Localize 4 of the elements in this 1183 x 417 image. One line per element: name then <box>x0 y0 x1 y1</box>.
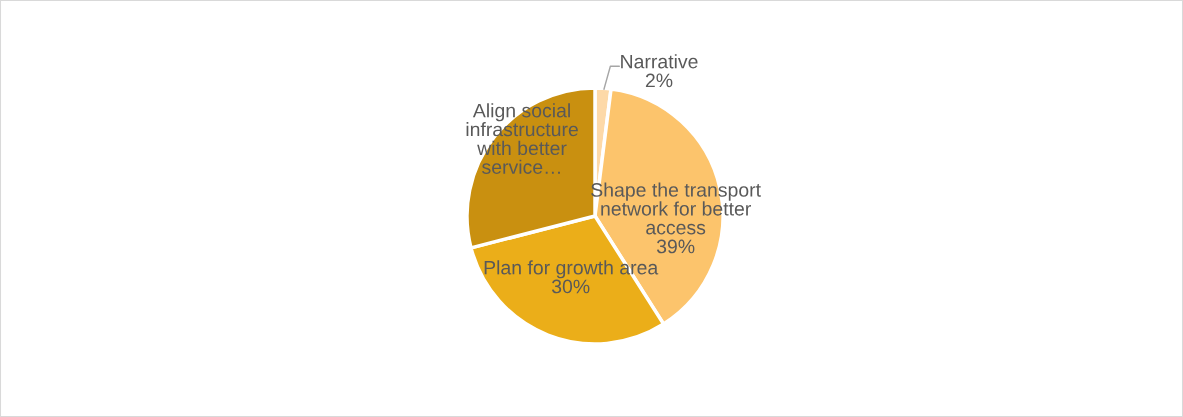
slice-label: Narrative <box>621 54 698 69</box>
data-label: 39% <box>656 239 695 254</box>
data-label: 2% <box>645 73 673 88</box>
data-label: 30% <box>551 279 590 294</box>
